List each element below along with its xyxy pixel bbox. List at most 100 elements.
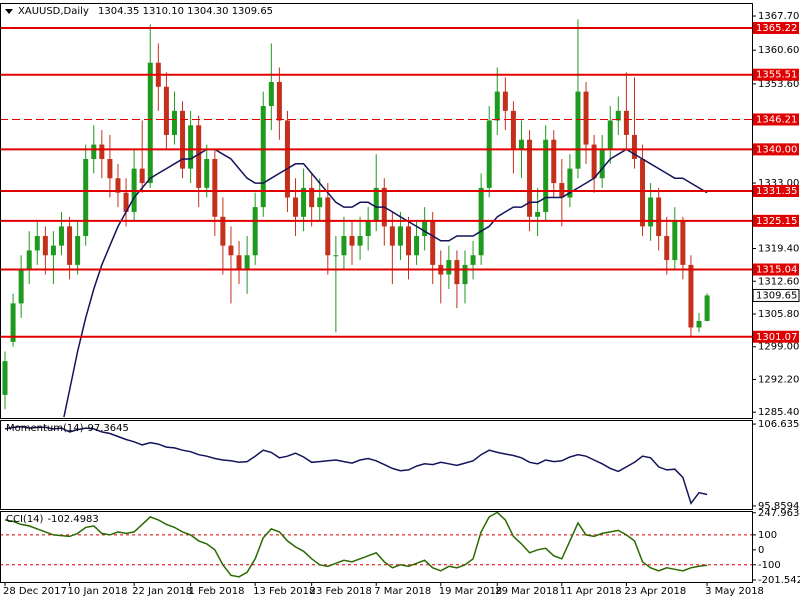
- candle-body: [50, 245, 56, 256]
- y-tick-label: 95.8594: [758, 501, 799, 512]
- y-tick-label: 1312.60: [758, 276, 799, 287]
- level-tag: [753, 185, 799, 198]
- y-tick-label: 247.9634: [758, 508, 800, 519]
- candle-body: [664, 236, 670, 261]
- candle-body: [99, 144, 105, 159]
- candle-body: [397, 226, 403, 246]
- candle-body: [123, 192, 129, 212]
- candle-body: [252, 207, 258, 256]
- y-tick-label: 1333.00: [758, 178, 799, 189]
- main-frame: [0, 3, 753, 419]
- axes: 1367.70 1360.60 1353.60 1333.00 1319.40 1312.…: [3, 11, 800, 597]
- candle-body: [196, 125, 202, 188]
- candle-body: [502, 91, 508, 111]
- candle-body: [67, 226, 73, 265]
- cci-plot: [1, 512, 752, 578]
- level-label: 1331.35: [756, 186, 797, 197]
- candle-body: [575, 91, 581, 169]
- high: 1310.10: [143, 6, 184, 17]
- x-tick-label: 1 Feb 2018: [189, 586, 245, 597]
- candle-body: [623, 110, 629, 135]
- y-tick-label: 106.6354: [758, 419, 800, 430]
- candle-body: [75, 236, 81, 265]
- y-tick-label: -201.5429: [758, 575, 800, 586]
- header: XAUUSD,Daily 1304.35 1310.10 1304.30 130…: [18, 6, 273, 17]
- candle-body: [607, 120, 613, 150]
- panel-title: Momentum(14) 97.3645: [6, 423, 129, 434]
- candle-body: [688, 264, 694, 328]
- candle-body: [293, 197, 299, 217]
- candle-body: [26, 250, 32, 270]
- level-label: 1346.21: [756, 114, 797, 125]
- x-tick-label: 29 Mar 2018: [495, 586, 558, 597]
- close: 1309.65: [232, 6, 273, 17]
- candle-body: [672, 221, 678, 261]
- candle-body: [83, 158, 89, 237]
- candle-body: [704, 295, 710, 321]
- level-tag: [753, 330, 799, 343]
- x-tick-label: 23 Feb 2018: [310, 586, 372, 597]
- momentum-plot: [4, 425, 708, 505]
- candle-body: [430, 221, 436, 265]
- candle-body: [373, 187, 379, 222]
- y-tick-label: 1367.70: [758, 11, 799, 22]
- candle-body: [18, 269, 24, 304]
- level-label: 1340.00: [756, 144, 797, 155]
- candle-body: [10, 303, 16, 342]
- candle-body: [2, 361, 8, 395]
- candle-body: [349, 236, 355, 246]
- candle-body: [276, 81, 282, 121]
- candle-body: [680, 221, 686, 265]
- candle-body: [486, 120, 492, 188]
- candle-body: [284, 120, 290, 198]
- y-tick-label: -100: [758, 560, 781, 571]
- candle-body: [91, 144, 97, 159]
- candle-body: [470, 255, 476, 265]
- candle-body: [527, 139, 533, 217]
- panel-name: CCI(14): [6, 514, 44, 525]
- main-plot: [1, 19, 752, 417]
- price-tag: [752, 288, 800, 302]
- candle-body: [648, 197, 654, 227]
- indicator-line: [63, 148, 708, 417]
- low: 1304.30: [187, 6, 228, 17]
- candle-body: [228, 245, 234, 256]
- candle-body: [147, 62, 153, 184]
- level-tag: [753, 214, 799, 227]
- candle-body: [309, 187, 315, 208]
- x-tick-label: 13 Feb 2018: [253, 586, 315, 597]
- candle-body: [204, 158, 210, 188]
- level-tag: [753, 21, 799, 34]
- panel-name: Momentum(14): [6, 423, 84, 434]
- panel-value: 97.3645: [88, 423, 129, 434]
- candle-body: [268, 81, 274, 107]
- candle-body: [454, 260, 460, 285]
- candle-body: [543, 139, 549, 212]
- level-label: 1301.07: [756, 332, 797, 343]
- candle-body: [446, 260, 452, 275]
- candle-body: [236, 255, 242, 270]
- y-tick-label: 1360.60: [758, 45, 799, 56]
- candle-body: [462, 264, 468, 285]
- candle-body: [58, 226, 64, 246]
- candle-body: [494, 91, 500, 121]
- x-tick-label: 11 Apr 2018: [560, 586, 622, 597]
- open: 1304.35: [98, 6, 139, 17]
- candle-body: [333, 255, 339, 257]
- candle-body: [301, 187, 307, 217]
- candle-body: [389, 226, 395, 246]
- menu-arrow: [5, 9, 13, 14]
- candle-body: [180, 110, 186, 169]
- candle-body: [357, 236, 363, 246]
- candle-body: [42, 236, 48, 256]
- candle-body: [260, 106, 266, 208]
- momentum-frame: [0, 420, 753, 510]
- y-tick-label: 1285.40: [758, 407, 799, 418]
- y-tick-label: 1305.80: [758, 309, 799, 320]
- candle-body: [341, 236, 347, 256]
- candle-body: [34, 236, 40, 251]
- level-label: 1325.15: [756, 216, 797, 227]
- x-tick-label: 3 May 2018: [705, 586, 764, 597]
- candle-body: [220, 216, 226, 246]
- level-tag: [753, 113, 799, 126]
